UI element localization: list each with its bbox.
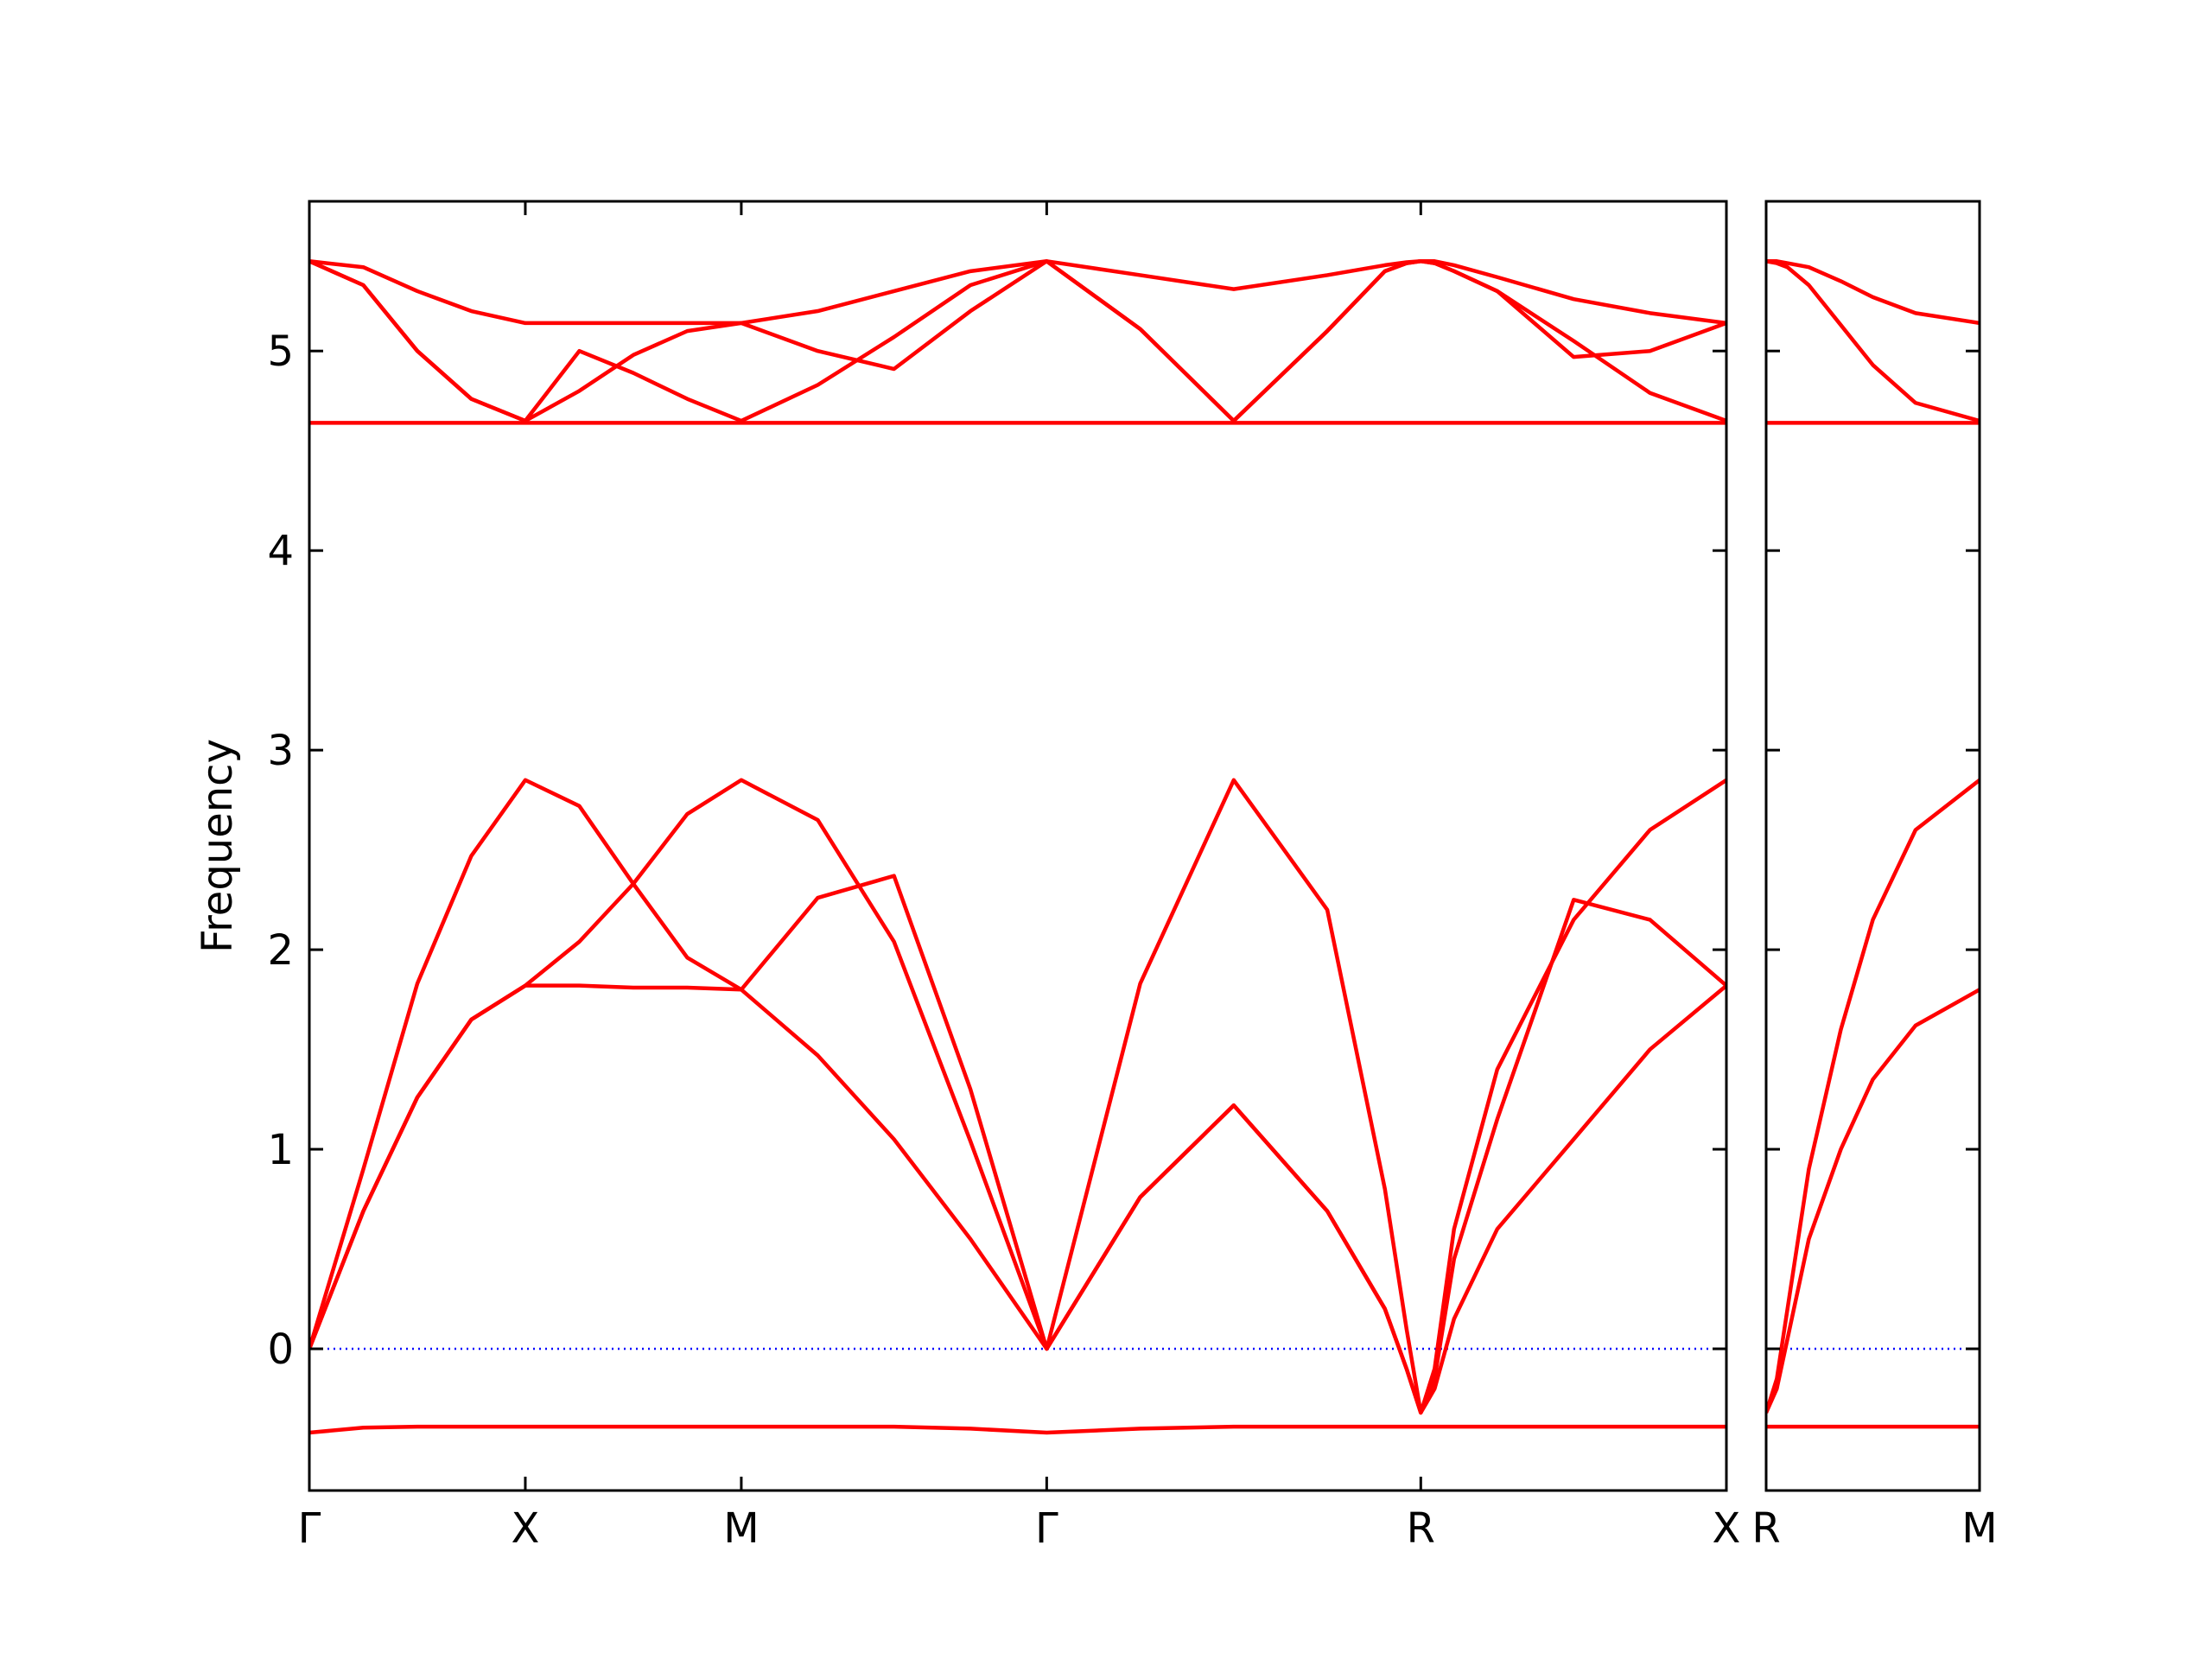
x-tick-label: M (723, 1504, 759, 1553)
x-tick-label: X (1713, 1504, 1741, 1553)
y-tick-label: 1 (267, 1126, 294, 1174)
axes-frame (308, 200, 1728, 1492)
y-tick-label: 2 (267, 926, 294, 975)
x-tick-label: M (1961, 1504, 1997, 1553)
band-line (1766, 259, 1980, 326)
band-line (1766, 779, 1980, 1414)
y-tick-label: 5 (267, 327, 294, 376)
x-tick-label: Γ (1035, 1504, 1058, 1553)
y-tick-label: 0 (267, 1325, 294, 1374)
x-tick-label: Γ (298, 1504, 321, 1553)
y-axis-label: Frequency (194, 739, 242, 953)
y-tick-label: 3 (267, 727, 294, 775)
band-line (309, 778, 1726, 1415)
band-line (1766, 259, 1980, 423)
band-line (309, 259, 1726, 423)
band-line (1766, 988, 1980, 1414)
x-tick-label: X (512, 1504, 540, 1553)
x-tick-label: R (1751, 1504, 1780, 1553)
band-line (309, 1424, 1726, 1435)
y-tick-label: 4 (267, 527, 294, 575)
axes-frame (1764, 200, 1981, 1492)
x-tick-label: R (1407, 1504, 1435, 1553)
